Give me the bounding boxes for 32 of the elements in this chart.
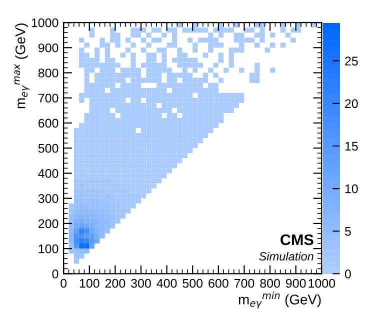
annotation: Simulation — [259, 252, 314, 261]
color-bar-label: 10 — [345, 184, 358, 194]
x-tick-label: 0 — [60, 278, 67, 288]
color-bar-label: 15 — [345, 142, 358, 151]
x-tick-label: 600 — [208, 278, 228, 288]
x-tick-label: 900 — [286, 278, 306, 288]
y-tick-label: 0 — [52, 270, 58, 278]
x-tick-label: 800 — [260, 278, 280, 288]
y-tick-label: 100 — [38, 244, 58, 254]
y-tick-label: 400 — [38, 169, 58, 178]
x-tick-label: 300 — [131, 278, 151, 288]
x-tick-label: 700 — [234, 278, 254, 288]
y-tick-label: 1000 — [32, 18, 58, 28]
annotation: CMS — [280, 234, 314, 246]
x-tick-label: 400 — [156, 278, 177, 288]
color-bar-label: 25 — [345, 56, 358, 66]
x-tick-label: 100 — [80, 278, 100, 288]
x-tick-label: 500 — [182, 278, 203, 288]
color-bar-label: 0 — [344, 270, 351, 278]
y-tick-label: 900 — [38, 43, 58, 52]
color-bar-label: 20 — [345, 99, 358, 108]
y-tick-label: 200 — [38, 219, 58, 228]
y-tick-label: 300 — [38, 194, 58, 204]
x-tick-label: 200 — [105, 278, 126, 288]
y-tick-label: 600 — [38, 118, 58, 128]
x-axis-title: m$_{eγ}$$^{min}$ (GeV) — [238, 292, 321, 309]
y-tick-label: 500 — [38, 144, 58, 153]
y-axis-title: m$_{eγ}$$^{max}$ (GeV) — [14, 24, 30, 108]
y-tick-label: 800 — [38, 68, 58, 78]
y-tick-label: 700 — [38, 94, 58, 103]
color-bar-label: 5 — [344, 227, 351, 236]
x-tick-label: 1000 — [308, 278, 336, 288]
